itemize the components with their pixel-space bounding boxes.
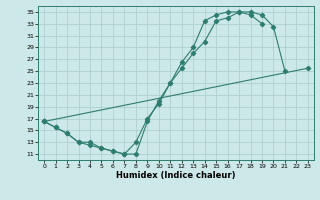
- X-axis label: Humidex (Indice chaleur): Humidex (Indice chaleur): [116, 171, 236, 180]
